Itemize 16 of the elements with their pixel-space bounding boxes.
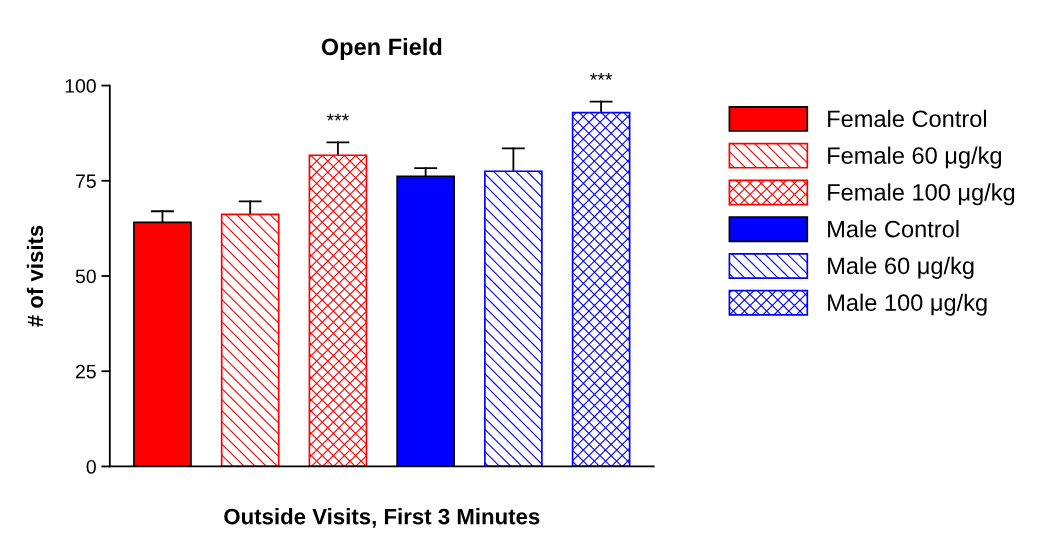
- y-tick-label: 50: [75, 269, 96, 284]
- y-tick-label: 75: [76, 174, 96, 189]
- y-tick-label: 0: [86, 459, 96, 474]
- legend-label: Female 100 μg/kg: [828, 183, 1015, 206]
- chart-title: Open Field: [321, 37, 442, 60]
- annotation: ***: [326, 113, 349, 121]
- annotation: ***: [590, 73, 613, 80]
- legend-label: Male 100 μg/kg: [828, 293, 987, 316]
- legend-label: Female Control: [828, 109, 987, 128]
- y-axis-title: # of visits: [26, 225, 44, 327]
- x-axis-title: Outside Visits, First 3 Minutes: [224, 508, 540, 528]
- y-tick-label: 25: [75, 364, 96, 379]
- y-tick-label: 100: [65, 79, 96, 93]
- legend-label: Male Control: [828, 220, 959, 238]
- legend-label: Male 60 μg/kg: [828, 256, 974, 279]
- legend-label: Female 60 μg/kg: [828, 146, 1002, 169]
